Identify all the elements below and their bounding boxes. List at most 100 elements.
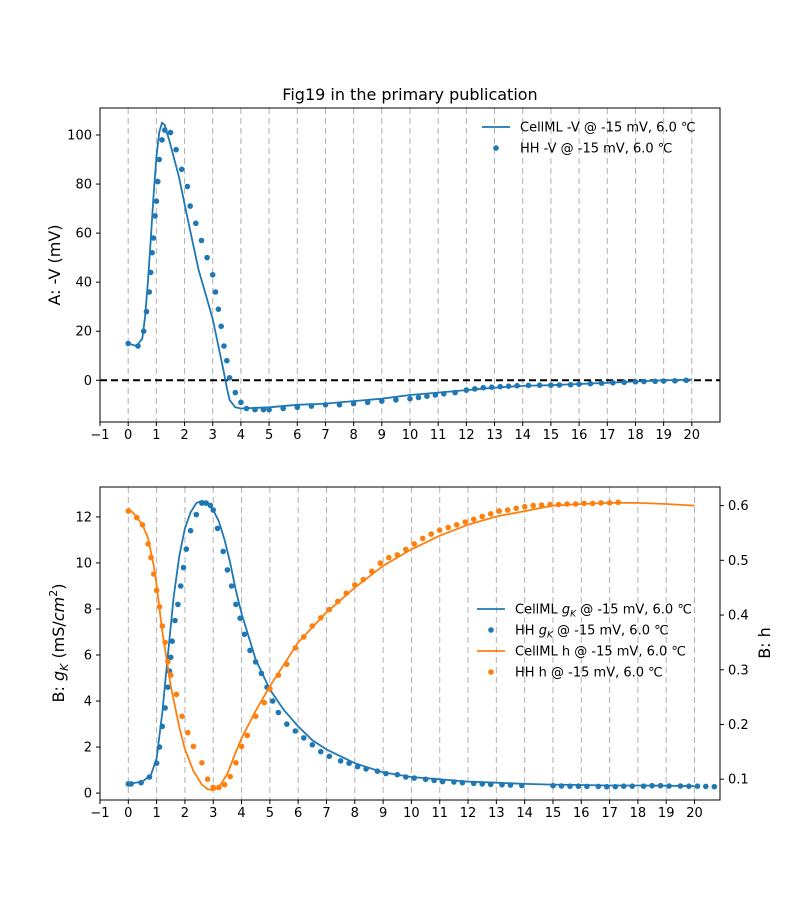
x-ticks-a: −1 0 1 2 3 4 5 6 7 8 9 10 11 12 13 14 15 16 17 18 19 20 <box>90 422 700 443</box>
x-tick-label: 10 <box>402 428 419 443</box>
x-tick-label: 12 <box>458 428 475 443</box>
y-tick-label: 6 <box>84 649 92 664</box>
x-tick-label: 1 <box>152 428 160 443</box>
data-point <box>169 638 175 644</box>
x-tick-label: 19 <box>655 428 672 443</box>
data-point <box>505 383 512 390</box>
data-point <box>190 743 197 750</box>
data-point <box>620 783 627 789</box>
data-point <box>138 779 144 786</box>
series-b <box>125 499 718 792</box>
data-point <box>210 507 216 513</box>
y-tick-label: 60 <box>75 227 92 242</box>
data-point <box>343 590 350 596</box>
data-point <box>550 782 556 789</box>
y-axis-label-a: A: -V (mV) <box>45 224 64 305</box>
data-point <box>152 213 158 219</box>
x-tick-label: 5 <box>266 806 274 821</box>
data-point <box>267 686 273 692</box>
data-point <box>615 499 621 506</box>
y-tick-label: 12 <box>75 510 92 525</box>
x-tick-label: 18 <box>630 806 647 821</box>
x-tick-label: −1 <box>90 806 109 821</box>
data-point <box>672 378 678 384</box>
data-point <box>480 384 487 391</box>
data-point <box>621 379 627 386</box>
data-point <box>261 699 268 706</box>
data-point <box>243 405 250 412</box>
data-point <box>198 237 205 244</box>
legend-label: HH -V @ -15 mV, 6.0 ℃ <box>520 142 672 157</box>
data-point <box>487 781 494 788</box>
x-tick-label: 15 <box>545 806 562 821</box>
data-point <box>173 691 180 698</box>
data-point <box>228 583 235 589</box>
x-tick-label: 9 <box>379 806 387 821</box>
data-point <box>519 782 525 789</box>
x-tick-label: 13 <box>488 806 505 821</box>
y-tick-label: 20 <box>75 325 92 340</box>
plot-frame-b <box>99 486 721 801</box>
x-tick-label: 4 <box>237 806 245 821</box>
data-point <box>538 502 545 508</box>
data-point <box>204 254 210 261</box>
data-point <box>548 382 554 389</box>
x-tick-label: 8 <box>351 806 359 821</box>
data-point <box>649 782 655 789</box>
data-point <box>567 783 573 789</box>
data-point <box>507 782 514 788</box>
data-point <box>432 392 439 398</box>
legend-marker-swatch <box>493 145 499 151</box>
data-point <box>496 508 503 514</box>
data-point <box>165 658 171 665</box>
y-axis-label-text: B: gK (mS/cm2) <box>47 584 71 703</box>
data-point <box>238 743 245 750</box>
data-point <box>411 775 418 781</box>
data-point <box>354 763 361 770</box>
data-point <box>428 531 435 537</box>
y-tick-label: 2 <box>84 741 92 756</box>
y-right-tick-label: 0.3 <box>728 663 749 678</box>
y-right-axis-label-b: B: h <box>755 627 774 659</box>
x-tick-label: 4 <box>237 428 245 443</box>
x-tick-label: 12 <box>460 806 477 821</box>
x-tick-label: 2 <box>181 806 189 821</box>
data-point <box>260 406 267 413</box>
data-point <box>530 502 536 509</box>
data-point <box>210 784 216 791</box>
x-tick-label: 14 <box>516 806 533 821</box>
data-point <box>666 783 672 789</box>
data-point <box>326 753 333 760</box>
data-point <box>547 501 553 508</box>
data-point <box>360 576 367 583</box>
data-point <box>209 272 216 278</box>
data-point <box>258 670 265 677</box>
data-point <box>488 384 495 391</box>
data-point <box>326 606 333 613</box>
data-point <box>301 735 307 741</box>
data-point <box>212 289 219 295</box>
data-point <box>214 525 221 532</box>
data-point <box>215 306 222 313</box>
data-point <box>394 552 401 558</box>
legend-label: CellML -V @ -15 mV, 6.0 ℃ <box>520 121 696 136</box>
x-tick-label: 13 <box>486 428 503 443</box>
data-point <box>453 522 460 528</box>
data-point <box>162 639 168 646</box>
data-point <box>572 501 579 507</box>
x-tick-label: 17 <box>599 428 616 443</box>
y-right-tick-label: 0.6 <box>728 499 749 514</box>
x-tick-label: 20 <box>684 428 701 443</box>
data-point <box>403 546 409 553</box>
data-point <box>309 623 316 629</box>
data-point <box>168 654 174 661</box>
data-point <box>652 378 658 385</box>
data-point <box>364 399 371 406</box>
data-point <box>576 381 582 388</box>
data-point <box>479 781 486 787</box>
y-axis-label-b: B: gK (mS/cm2) <box>47 584 71 703</box>
data-point <box>167 129 174 136</box>
data-point <box>595 783 602 790</box>
data-point <box>403 774 409 780</box>
